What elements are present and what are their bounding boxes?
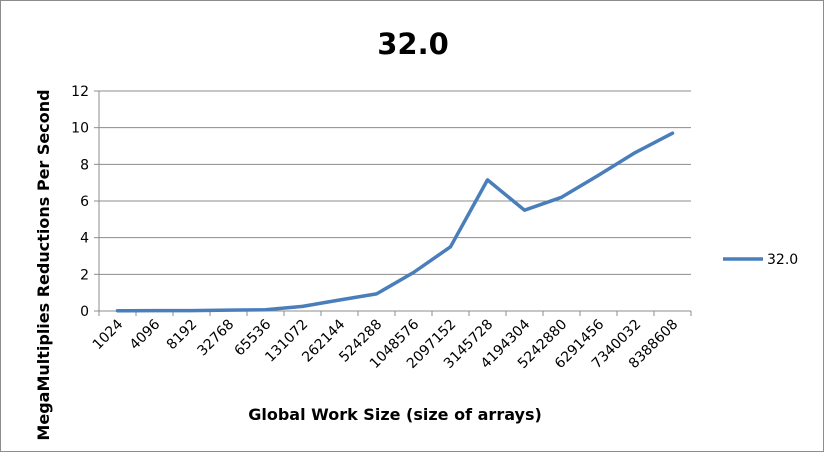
x-tick-labels: 1024 4096 81923276865536131072262144524288… <box>90 316 682 371</box>
data-point <box>450 246 451 248</box>
axes <box>94 90 692 316</box>
series-line <box>115 131 675 313</box>
data-point <box>413 272 414 273</box>
data-point <box>339 299 340 301</box>
data-point <box>635 151 636 153</box>
y-tick-label: 0 <box>80 304 89 320</box>
legend: 32.0 <box>723 252 798 268</box>
data-point <box>117 310 118 312</box>
data-point <box>228 309 229 311</box>
y-axis-title: MegaMultiplies Reductions Per Second <box>34 89 53 440</box>
y-tick-label: 12 <box>71 84 89 100</box>
y-tick-label: 2 <box>80 267 89 283</box>
data-point <box>154 310 155 312</box>
x-tick-label: 4096 <box>127 316 164 353</box>
y-tick-labels: 0 2 4 6 8 10 12 <box>71 84 89 320</box>
data-point <box>524 209 525 211</box>
y-tick-label: 6 <box>80 194 89 210</box>
data-point <box>561 196 562 198</box>
gridlines <box>99 90 691 275</box>
x-tick-label: 1024 <box>90 316 127 353</box>
data-point <box>598 174 599 176</box>
chart-title: 32.0 <box>377 27 449 61</box>
data-point <box>672 132 673 134</box>
legend-label: 32.0 <box>767 252 798 268</box>
data-point <box>487 179 488 181</box>
data-point <box>302 305 303 307</box>
y-tick-label: 8 <box>80 157 89 173</box>
y-tick-label: 4 <box>80 231 89 247</box>
series-lines <box>115 131 675 313</box>
data-point <box>191 310 192 312</box>
data-point <box>376 293 377 295</box>
x-axis-title: Global Work Size (size of arrays) <box>248 405 542 424</box>
y-tick-label: 10 <box>71 121 89 137</box>
data-point <box>265 309 266 311</box>
x-tick-label: 32768 <box>195 317 238 360</box>
